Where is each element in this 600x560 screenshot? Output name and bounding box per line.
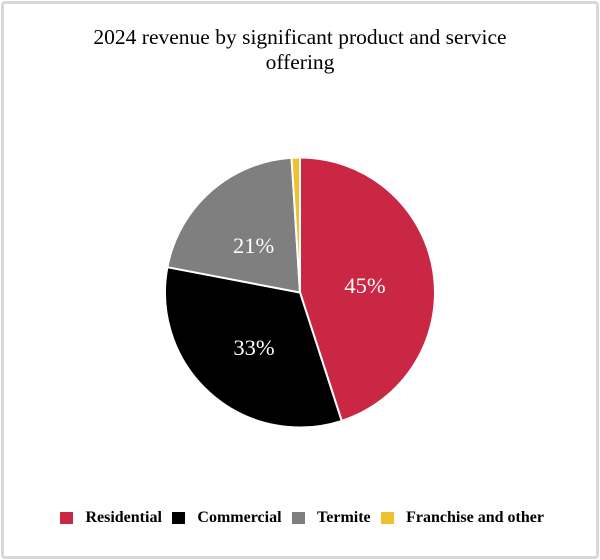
svg-text:45%: 45%: [344, 273, 385, 298]
svg-text:33%: 33%: [233, 335, 274, 360]
svg-text:21%: 21%: [233, 233, 274, 258]
